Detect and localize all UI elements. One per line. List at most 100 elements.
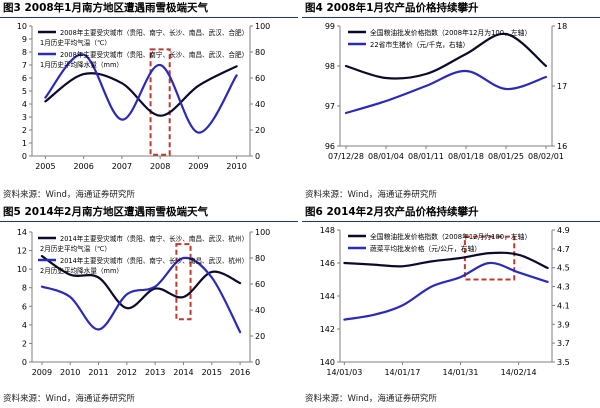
y-tick-label-left: 142 — [320, 325, 335, 334]
panel-title: 图3 2008年1月南方地区遭遇雨雪极端天气 — [0, 0, 298, 18]
series-line-1 — [343, 251, 549, 270]
x-tick-label: 2016 — [230, 368, 250, 377]
x-tick-label: 2014 — [173, 368, 193, 377]
x-tick-label: 2009 — [32, 368, 52, 377]
x-tick-label: 2005 — [35, 162, 55, 171]
y-tick-label-right: 40 — [255, 100, 265, 109]
y-tick-label-left: 6 — [22, 74, 27, 83]
series-line-1 — [344, 32, 548, 80]
legend-label-2: 蔬菜平均批发价格（元/公斤，右轴） — [370, 244, 481, 253]
y-tick-label-left: 14 — [17, 228, 27, 237]
y-tick-label-right: 60 — [255, 74, 265, 83]
series-line-2 — [40, 256, 242, 334]
x-tick-label: 08/01/04 — [368, 152, 404, 161]
chart-fig4: 96 97 98 99 16 17 18 07/12/28 08/01/04 08/01/11 08… — [325, 22, 567, 161]
x-tick-label: 2008 — [150, 162, 170, 171]
y-tick-label-right: 3.5 — [557, 358, 570, 367]
y-tick-label-right: 17 — [557, 82, 567, 91]
x-tick-label: 08/02/01 — [528, 152, 564, 161]
x-tick-label: 14/02/14 — [501, 368, 537, 377]
y-tick-label-left: 98 — [325, 62, 335, 71]
source-note: 资料来源：Wind，海通证券研究所 — [3, 190, 135, 200]
y-tick-label-right: 16 — [557, 142, 567, 151]
panel-title: 图5 2014年2月南方地区遭遇雨雪极端天气 — [0, 204, 298, 222]
x-tick-label: 08/01/25 — [488, 152, 524, 161]
y-tick-label-left: 0 — [22, 358, 27, 367]
y-tick-label-left: 7 — [22, 61, 27, 70]
y-tick-label-right: 18 — [557, 22, 567, 31]
y-tick-label-left: 97 — [325, 102, 335, 111]
legend-label-2: 2008年主要受灾城市（贵阳、南宁、长沙、南昌、武汉、合肥） — [60, 50, 248, 59]
y-tick-label-left: 12 — [17, 247, 27, 256]
legend-label-2-cont: 2月历史平均降水量（mm） — [40, 266, 123, 275]
y-tick-label-right: 40 — [255, 306, 265, 315]
y-tick-label-right: 0 — [255, 152, 260, 161]
panel-fig6: 图6 2014年2月农产品价格持续攀升 140 142 144 146 148 3.5 3.… — [302, 204, 600, 408]
y-tick-label-left: 10 — [17, 265, 27, 274]
y-tick-label-left: 144 — [320, 292, 335, 301]
y-tick-label-right: 60 — [255, 280, 265, 289]
y-tick-label-right: 4.9 — [557, 226, 570, 235]
y-tick-label-right: 4.3 — [557, 283, 570, 292]
x-tick-label: 2010 — [60, 368, 80, 377]
legend-label-1: 全国粮油批发价格指数（2008年12月为100，左轴） — [370, 232, 531, 241]
y-tick-label-left: 146 — [320, 259, 335, 268]
x-tick-label: 08/01/11 — [408, 152, 444, 161]
legend-label-1: 2014年主要受灾城市（贵阳、南宁、长沙、南昌、武汉、杭州） — [60, 234, 248, 243]
panel-fig5: 图5 2014年2月南方地区遭遇雨雪极端天气 0 2 4 6 8 10 12 14 0 20 40 6… — [0, 204, 298, 408]
y-tick-label-right: 100 — [255, 22, 270, 31]
y-tick-label-left: 3 — [22, 113, 27, 122]
y-tick-label-left: 9 — [22, 35, 27, 44]
series-line-2 — [344, 69, 548, 115]
legend-label-1-cont: 1月历史平均气温（℃） — [40, 38, 111, 47]
y-tick-label-right: 0 — [255, 358, 260, 367]
y-tick-label-right: 4.1 — [557, 301, 570, 310]
y-tick-label-left: 140 — [320, 358, 335, 367]
y-tick-label-left: 4 — [22, 100, 27, 109]
source-note: 资料来源：Wind，海通证券研究所 — [305, 394, 437, 404]
legend-label-2: 22省市生猪价（元/千克，右轴） — [370, 40, 469, 49]
series-line-1 — [44, 65, 238, 117]
y-tick-label-right: 20 — [255, 332, 265, 341]
x-tick-label: 2013 — [145, 368, 165, 377]
panel-fig4: 图4 2008年1月农产品价格持续攀升 96 97 98 99 16 17 18 07/12/… — [302, 0, 600, 204]
y-tick-label-right: 4.5 — [557, 264, 570, 273]
y-tick-label-left: 8 — [22, 48, 27, 57]
source-note: 资料来源：Wind，海通证券研究所 — [305, 190, 437, 200]
highlight-box — [463, 235, 516, 281]
y-tick-label-right: 4.7 — [557, 245, 570, 254]
y-tick-label-right: 3.9 — [557, 320, 570, 329]
x-tick-label: 08/01/18 — [448, 152, 484, 161]
x-tick-label: 2010 — [226, 162, 246, 171]
y-tick-label-right: 3.7 — [557, 339, 570, 348]
legend-label-1: 全国粮油批发价格指数（2008年12月为100，左轴） — [370, 28, 531, 37]
y-tick-label-right: 80 — [255, 254, 265, 263]
panel-title: 图4 2008年1月农产品价格持续攀升 — [302, 0, 600, 18]
highlight-box — [149, 48, 171, 156]
source-note: 资料来源：Wind，海通证券研究所 — [3, 394, 135, 404]
y-tick-label-right: 80 — [255, 48, 265, 57]
x-tick-label: 2011 — [88, 368, 108, 377]
panel-title: 图6 2014年2月农产品价格持续攀升 — [302, 204, 600, 222]
chart-fig6: 140 142 144 146 148 3.5 3.7 3.9 4.1 4.3 4.5 4.7 4.9 1… — [320, 226, 570, 377]
legend-label-1-cont: 2月历史平均气温（℃） — [40, 244, 111, 253]
y-tick-label-left: 99 — [325, 22, 335, 31]
y-tick-label-left: 10 — [17, 22, 27, 31]
y-tick-label-left: 2 — [22, 126, 27, 135]
x-tick-label: 2006 — [73, 162, 93, 171]
x-tick-label: 14/01/31 — [443, 368, 479, 377]
x-tick-label: 2012 — [117, 368, 137, 377]
y-tick-label-left: 8 — [22, 284, 27, 293]
x-tick-label: 2015 — [202, 368, 222, 377]
highlight-box — [175, 243, 192, 321]
series-line-2 — [44, 53, 238, 134]
legend-label-1: 2008年主要受灾城市（贵阳、南宁、长沙、南昌、武汉、合肥） — [60, 28, 248, 37]
y-tick-label-left: 6 — [22, 302, 27, 311]
x-tick-label: 14/01/17 — [384, 368, 420, 377]
y-tick-label-left: 148 — [320, 226, 335, 235]
panel-fig3: 图3 2008年1月南方地区遭遇雨雪极端天气 0 1 2 3 4 5 6 7 8 9 10 0 20 40… — [0, 0, 298, 204]
y-tick-label-left: 1 — [22, 139, 27, 148]
y-tick-label-left: 0 — [22, 152, 27, 161]
series-line-2 — [343, 261, 549, 321]
